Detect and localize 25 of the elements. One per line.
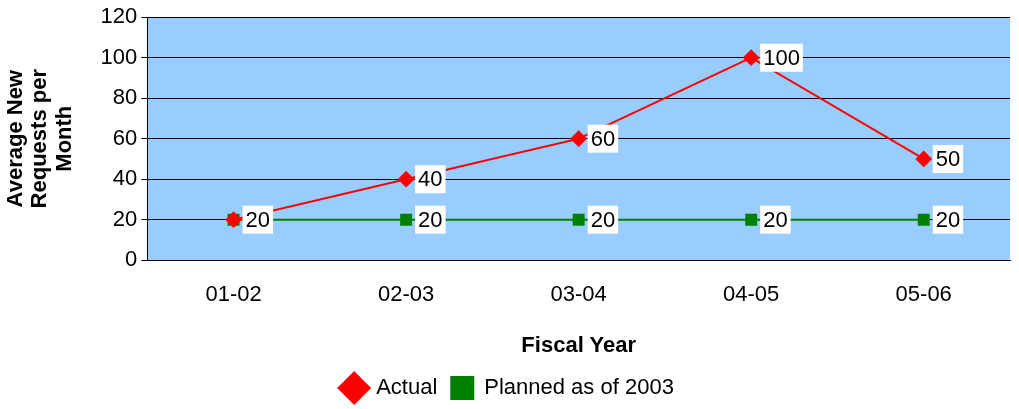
x-tick-label: 02-03 bbox=[377, 281, 435, 307]
data-label: 20 bbox=[763, 206, 788, 232]
y-tick-label: 120 bbox=[100, 3, 138, 29]
x-tick-label: 05-06 bbox=[895, 281, 952, 307]
data-label: 40 bbox=[418, 166, 443, 192]
data-label: 50 bbox=[935, 146, 961, 172]
data-label: 60 bbox=[590, 125, 616, 151]
y-tick-label: 40 bbox=[112, 165, 138, 191]
x-tick-label: 03-04 bbox=[550, 281, 607, 307]
data-label: 20 bbox=[935, 206, 961, 232]
x-tick-label: 04-05 bbox=[723, 281, 780, 307]
data-label: 100 bbox=[763, 44, 800, 70]
y-tick-label: 60 bbox=[112, 124, 138, 150]
y-tick-label: 80 bbox=[112, 84, 138, 110]
data-label: 20 bbox=[418, 206, 443, 232]
y-axis-title: Average New Requests per Month bbox=[2, 68, 76, 209]
y-tick-label: 100 bbox=[100, 43, 138, 69]
data-label: 20 bbox=[590, 206, 616, 232]
data-label: 20 bbox=[245, 206, 271, 232]
x-axis-title: Fiscal Year bbox=[521, 331, 637, 357]
legend-label: Actual bbox=[376, 374, 438, 400]
y-tick-label: 0 bbox=[125, 246, 138, 272]
legend-label: Planned as of 2003 bbox=[484, 374, 674, 400]
y-tick-label: 20 bbox=[112, 205, 138, 231]
x-tick-label: 01-02 bbox=[205, 281, 262, 307]
